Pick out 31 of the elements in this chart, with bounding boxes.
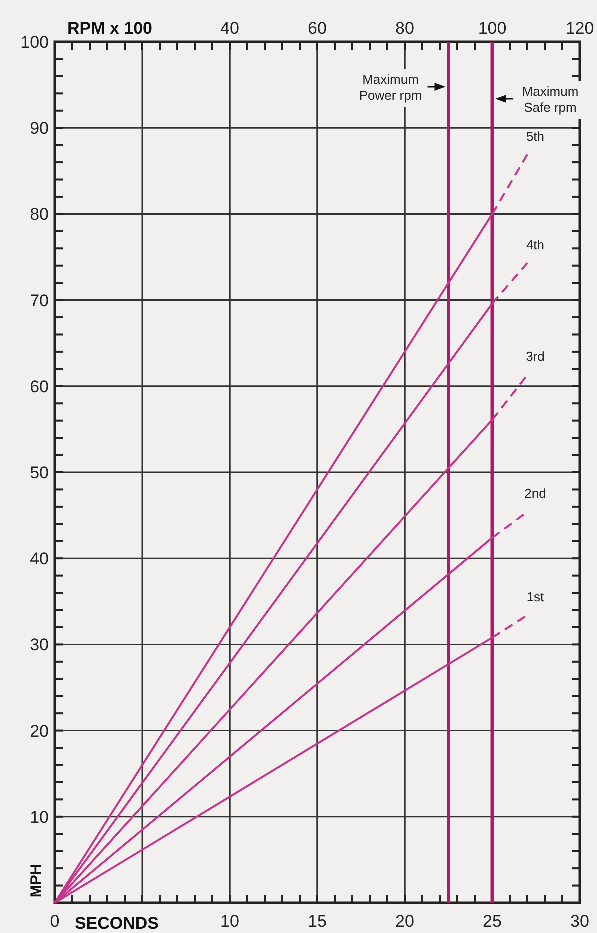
y-tick-label: 20: [30, 722, 49, 741]
y-tick-label: 40: [30, 550, 49, 569]
series-label: 4th: [526, 237, 545, 252]
x-tick-label: 20: [396, 912, 414, 931]
x-tick-label: 0: [50, 912, 60, 931]
x2-tick-label: 120: [566, 19, 594, 38]
y-tick-label: 100: [20, 33, 49, 52]
series-label: 2nd: [524, 486, 546, 502]
x2-tick-label: 60: [308, 19, 327, 38]
x-tick-label: 30: [570, 912, 590, 931]
y-tick-label: 90: [30, 119, 49, 138]
y-tick-label: 60: [30, 377, 49, 396]
y-tick-label: 80: [30, 205, 49, 224]
x2-tick-label: 80: [396, 19, 414, 38]
ref-line-label: Maximum Safe rpm: [522, 84, 579, 115]
x-axis-title: SECONDS: [74, 914, 160, 933]
x-tick-label: 25: [483, 912, 502, 931]
y-axis-title: MPH: [28, 864, 45, 898]
series-label: 3rd: [526, 349, 545, 364]
y-tick-label: 70: [30, 291, 49, 310]
series-label: 5th: [526, 128, 545, 144]
series-label: 1st: [526, 589, 545, 604]
x-tick-label: 15: [308, 912, 327, 931]
y-tick-label: 50: [30, 464, 49, 482]
y-tick-label: 30: [30, 636, 49, 655]
ref-line-label: Maximum Power rpm: [359, 72, 422, 103]
x-tick-label: 10: [220, 912, 240, 931]
y-tick-label: 10: [30, 808, 49, 827]
x2-axis-title: RPM x 100: [67, 19, 153, 38]
x2-tick-label: 100: [478, 19, 507, 38]
x2-tick-label: 40: [220, 19, 240, 38]
